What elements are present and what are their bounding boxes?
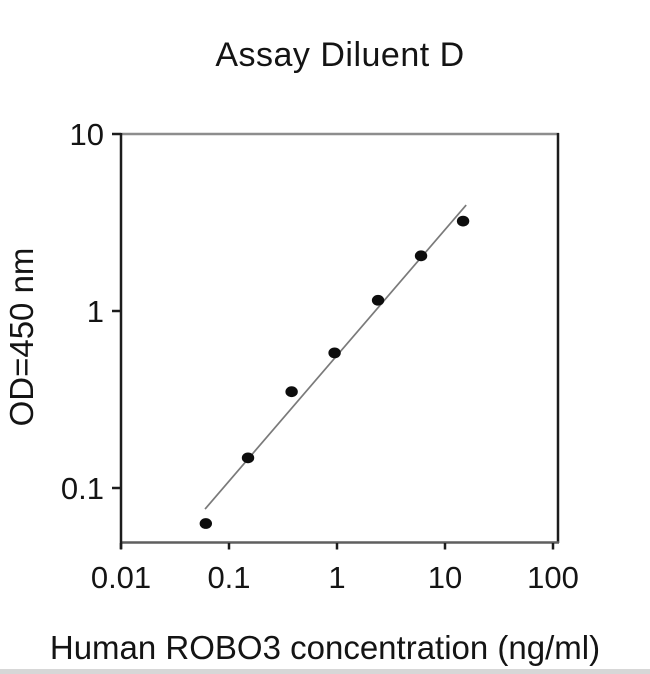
y-tick-label: 0.1 <box>61 471 104 506</box>
y-tick-label: 10 <box>70 117 104 152</box>
x-tick-label: 1 <box>328 560 345 595</box>
data-point <box>241 452 255 464</box>
data-point <box>371 294 385 306</box>
x-tick-label: 0.1 <box>207 560 250 595</box>
data-point <box>414 250 428 262</box>
bottom-edge-artifact <box>0 669 650 674</box>
data-point <box>199 518 213 529</box>
x-tick-label: 100 <box>527 560 579 595</box>
x-tick-label: 0.01 <box>91 560 151 595</box>
x-tick-label: 10 <box>428 560 462 595</box>
data-point <box>285 386 298 398</box>
y-tick-label: 1 <box>87 294 104 329</box>
chart-title: Assay Diluent D <box>215 36 465 74</box>
x-axis-label: Human ROBO3 concentration (ng/ml) <box>49 629 601 666</box>
data-point <box>328 347 341 359</box>
data-point <box>456 215 470 227</box>
